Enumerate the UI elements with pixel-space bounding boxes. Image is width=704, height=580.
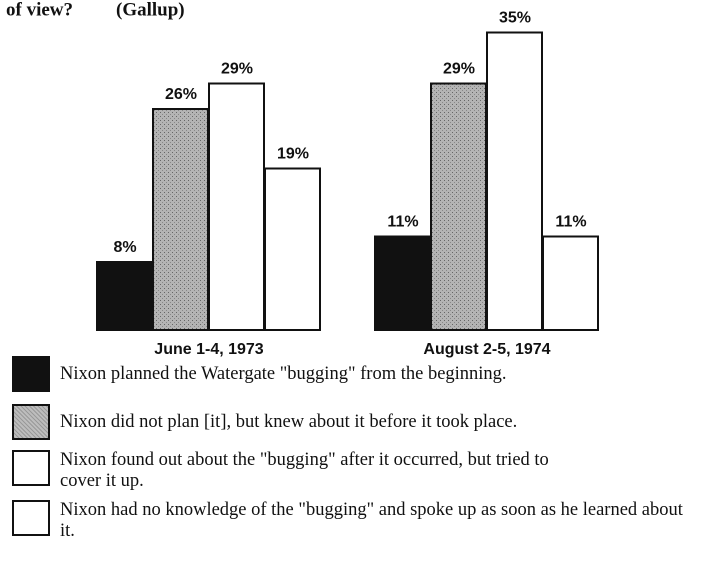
data-label: 35% bbox=[499, 10, 531, 27]
bar bbox=[264, 167, 321, 331]
legend: Nixon planned the Watergate "bugging" fr… bbox=[12, 356, 702, 550]
bar bbox=[152, 108, 209, 331]
data-label: 11% bbox=[387, 214, 418, 231]
data-label: 29% bbox=[443, 61, 475, 78]
chart: of view? (Gallup) 8% 26% 29% 19% June 1-4, 1… bbox=[6, 0, 599, 358]
bar bbox=[542, 235, 599, 331]
bar bbox=[486, 31, 543, 331]
legend-swatch bbox=[12, 500, 50, 536]
legend-item: Nixon did not plan [it], but knew about … bbox=[12, 404, 702, 440]
legend-label: Nixon did not plan [it], but knew about … bbox=[60, 412, 518, 432]
bar bbox=[208, 82, 265, 331]
x-tick-label: August 2-5, 1974 bbox=[423, 341, 550, 358]
legend-swatch bbox=[12, 404, 50, 440]
legend-swatch bbox=[12, 450, 50, 486]
bar bbox=[430, 82, 487, 331]
legend-item: Nixon planned the Watergate "bugging" fr… bbox=[12, 356, 702, 392]
legend-label: Nixon planned the Watergate "bugging" fr… bbox=[60, 364, 507, 384]
legend-item: Nixon found out about the "bugging" afte… bbox=[12, 450, 702, 492]
legend-swatch bbox=[12, 356, 50, 392]
bar bbox=[96, 261, 153, 331]
data-label: 11% bbox=[555, 214, 586, 231]
data-label: 29% bbox=[221, 61, 253, 78]
legend-item: Nixon had no knowledge of the "bugging" … bbox=[12, 500, 702, 542]
chart-source: (Gallup) bbox=[116, 0, 185, 20]
data-label: 8% bbox=[113, 239, 136, 256]
x-tick-label: June 1-4, 1973 bbox=[154, 341, 264, 358]
legend-label: Nixon found out about the "bugging" afte… bbox=[60, 450, 549, 491]
data-label: 19% bbox=[277, 146, 309, 163]
bar bbox=[374, 235, 431, 331]
data-label: 26% bbox=[165, 86, 197, 103]
legend-label: Nixon had no knowledge of the "bugging" … bbox=[60, 500, 683, 541]
chart-title: of view? bbox=[6, 0, 73, 20]
